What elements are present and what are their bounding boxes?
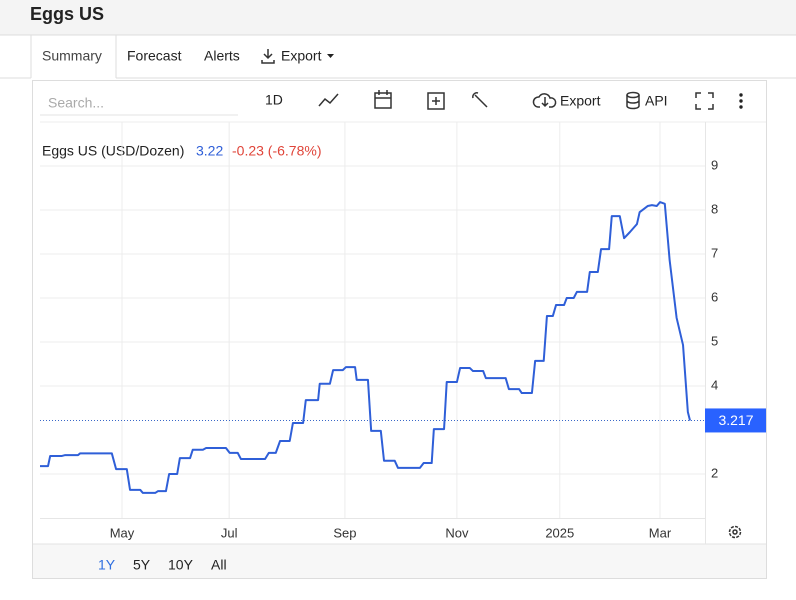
y-tick-label: 4 <box>711 377 718 392</box>
price-change: -0.23 (-6.78%) <box>232 143 321 159</box>
cloud-download-icon[interactable] <box>532 93 557 108</box>
calendar-icon[interactable] <box>374 90 392 109</box>
header-bar <box>0 0 796 35</box>
settings-icon[interactable] <box>728 525 742 539</box>
download-icon <box>261 49 275 64</box>
tab[interactable]: Summary <box>42 48 102 64</box>
x-tick-label: Sep <box>333 525 356 540</box>
range-button[interactable]: All <box>211 557 227 573</box>
y-tick-label: 8 <box>711 201 718 216</box>
range-bar <box>33 544 766 578</box>
y-tick-label: 6 <box>711 289 718 304</box>
series-title: Eggs US (USD/Dozen) <box>42 143 184 159</box>
fullscreen-icon[interactable] <box>695 92 714 110</box>
tab[interactable]: Forecast <box>127 48 182 64</box>
chart-type-icon[interactable] <box>318 93 339 107</box>
last-value-label: 3.217 <box>718 412 753 428</box>
price-line <box>40 201 691 494</box>
database-icon[interactable] <box>626 91 640 110</box>
plot: 2 4 5 6 7 8 9 May Jul Sep Nov 2025 Mar 3.217 <box>40 122 766 540</box>
tab[interactable]: Export <box>281 48 322 64</box>
x-tick-label: Mar <box>649 525 672 540</box>
y-tick-label: 2 <box>711 465 718 480</box>
y-tick-label: 5 <box>711 333 718 348</box>
range-button[interactable]: 5Y <box>133 557 151 573</box>
last-value-box <box>705 408 766 433</box>
x-tick-label: Jul <box>221 525 238 540</box>
api-button[interactable]: API <box>645 93 668 109</box>
caret <box>327 54 334 58</box>
chart-panel <box>32 80 767 579</box>
tools-icon[interactable] <box>472 92 488 108</box>
y-tick-label: 7 <box>711 245 718 260</box>
x-tick-label: 2025 <box>545 525 574 540</box>
search-input[interactable]: Search... <box>48 95 104 111</box>
range-button[interactable]: 1Y <box>98 557 116 573</box>
tab-selected-frame <box>30 34 117 78</box>
tab[interactable]: Alerts <box>204 48 240 64</box>
interval-button[interactable]: 1D <box>265 92 283 108</box>
x-tick-label: May <box>110 525 135 540</box>
add-icon[interactable] <box>427 92 445 110</box>
y-tick-label: 9 <box>711 157 718 172</box>
last-price: 3.22 <box>196 143 223 159</box>
export-button[interactable]: Export <box>560 93 601 109</box>
range-button[interactable]: 10Y <box>168 557 194 573</box>
menu-icon[interactable] <box>739 93 743 109</box>
x-tick-label: Nov <box>445 525 469 540</box>
page-title: Eggs US <box>30 4 104 24</box>
